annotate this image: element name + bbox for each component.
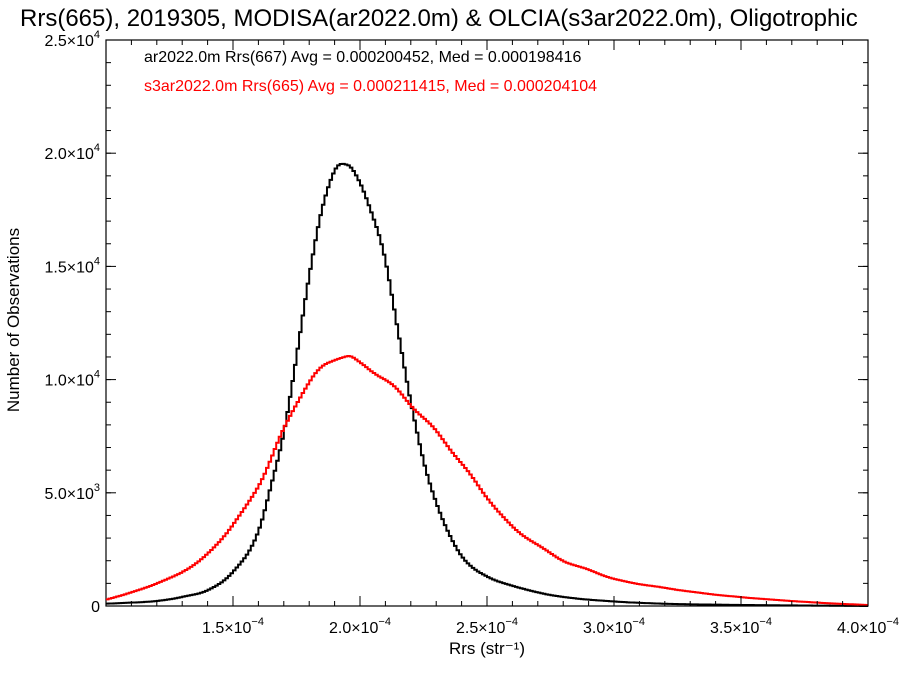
y-axis-title: Number of Observations xyxy=(4,228,23,412)
annotations: ar2022.0m Rrs(667) Avg = 0.000200452, Me… xyxy=(144,49,597,95)
plot-frame xyxy=(105,39,869,607)
x-axis-title: Rrs (str⁻¹) xyxy=(449,639,525,658)
x-tick-label: 3.5×10−4 xyxy=(710,616,772,637)
chart-title: Rrs(665), 2019305, MODISA(ar2022.0m) & O… xyxy=(20,5,858,32)
plot-area xyxy=(105,39,869,607)
y-tick-label: 0 xyxy=(91,599,100,616)
x-tick-label: 4.0×10−4 xyxy=(837,616,899,637)
y-tick-label: 2.0×104 xyxy=(44,142,100,163)
y-tick-label: 5.0×103 xyxy=(44,482,100,503)
x-tick-label: 2.5×10−4 xyxy=(456,616,518,637)
x-tick-label: 1.5×10−4 xyxy=(202,616,264,637)
series-2-histogram xyxy=(106,355,868,607)
annotation-1: ar2022.0m Rrs(667) Avg = 0.000200452, Me… xyxy=(144,49,581,66)
y-tick-label: 1.0×104 xyxy=(44,369,100,390)
x-tick-label: 2.0×10−4 xyxy=(329,616,391,637)
y-tick-label: 1.5×104 xyxy=(44,255,100,276)
series-layer xyxy=(106,162,868,607)
annotation-2: s3ar2022.0m Rrs(665) Avg = 0.000211415, … xyxy=(144,78,597,95)
x-tick-label: 3.0×10−4 xyxy=(583,616,645,637)
y-tick-label: 2.5×104 xyxy=(44,29,100,50)
axis-ticks: 1.5×10−4 2.0×10−4 2.5×10−4 3.0×10−4 3.5×10−4… xyxy=(44,29,898,637)
